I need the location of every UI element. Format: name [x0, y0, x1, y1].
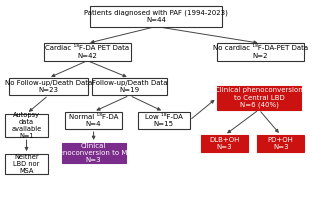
FancyBboxPatch shape [217, 43, 304, 61]
FancyBboxPatch shape [90, 6, 222, 27]
FancyBboxPatch shape [8, 78, 88, 95]
Text: Normal ¹⁸F-DA
N=4: Normal ¹⁸F-DA N=4 [69, 114, 118, 127]
Text: Neither
LBD nor
MSA: Neither LBD nor MSA [13, 154, 40, 174]
FancyBboxPatch shape [44, 43, 131, 61]
FancyBboxPatch shape [138, 112, 190, 129]
FancyBboxPatch shape [65, 112, 122, 129]
FancyBboxPatch shape [92, 78, 167, 95]
FancyBboxPatch shape [217, 86, 301, 110]
Text: Clinical phenoconversion
to Central LBD
N=6 (40%): Clinical phenoconversion to Central LBD … [215, 88, 303, 108]
Text: Follow-up/Death Data
N=19: Follow-up/Death Data N=19 [92, 80, 167, 93]
Text: No cardiac ¹⁸F-DA-PET Data
N=2: No cardiac ¹⁸F-DA-PET Data N=2 [213, 45, 308, 59]
FancyBboxPatch shape [6, 114, 48, 137]
Text: Cardiac ¹⁸F-DA PET Data
N=42: Cardiac ¹⁸F-DA PET Data N=42 [45, 45, 129, 59]
Text: No Follow-up/Death Data
N=23: No Follow-up/Death Data N=23 [5, 80, 92, 93]
Text: Patients diagnosed with PAF (1994-2023)
N=44: Patients diagnosed with PAF (1994-2023) … [84, 9, 228, 23]
FancyBboxPatch shape [6, 154, 48, 174]
Text: Clinical
Phenoconversion to MSA
N=3: Clinical Phenoconversion to MSA N=3 [50, 143, 137, 163]
FancyBboxPatch shape [257, 135, 304, 153]
Text: DLB+OH
N=3: DLB+OH N=3 [209, 137, 240, 150]
Text: PD+OH
N=3: PD+OH N=3 [268, 137, 294, 150]
Text: Low ¹⁸F-DA
N=15: Low ¹⁸F-DA N=15 [145, 114, 183, 127]
FancyBboxPatch shape [201, 135, 248, 153]
Text: Autopsy
data
available
N=1: Autopsy data available N=1 [12, 112, 41, 139]
FancyBboxPatch shape [62, 143, 125, 163]
